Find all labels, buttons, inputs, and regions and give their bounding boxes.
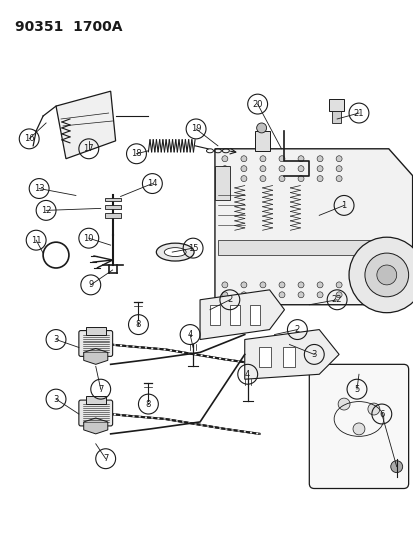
Polygon shape [244, 329, 338, 379]
Text: 13: 13 [34, 184, 44, 193]
Text: 4: 4 [244, 370, 250, 379]
Text: 3: 3 [53, 335, 59, 344]
Text: 90351  1700A: 90351 1700A [15, 20, 123, 34]
Text: 14: 14 [147, 179, 157, 188]
Polygon shape [258, 348, 270, 367]
Circle shape [352, 423, 364, 435]
Text: 2: 2 [294, 325, 299, 334]
Circle shape [240, 175, 246, 182]
Text: 19: 19 [190, 124, 201, 133]
Polygon shape [283, 348, 295, 367]
Circle shape [316, 292, 322, 298]
Polygon shape [331, 111, 340, 123]
Circle shape [364, 253, 408, 297]
Circle shape [337, 398, 349, 410]
Text: 16: 16 [24, 134, 34, 143]
Text: 21: 21 [353, 109, 363, 118]
FancyBboxPatch shape [309, 365, 408, 489]
Circle shape [221, 282, 227, 288]
Polygon shape [254, 131, 269, 151]
Circle shape [259, 175, 265, 182]
Polygon shape [214, 149, 412, 305]
Text: 22: 22 [331, 295, 342, 304]
Text: 10: 10 [83, 233, 94, 243]
FancyBboxPatch shape [78, 330, 112, 357]
Text: 18: 18 [131, 149, 141, 158]
Circle shape [335, 166, 341, 172]
Text: 20: 20 [252, 100, 262, 109]
FancyBboxPatch shape [85, 396, 105, 404]
Circle shape [335, 282, 341, 288]
Circle shape [297, 166, 303, 172]
Text: 8: 8 [135, 320, 141, 329]
Text: 2: 2 [227, 295, 232, 304]
Text: 5: 5 [354, 385, 359, 394]
Circle shape [259, 282, 265, 288]
Polygon shape [217, 240, 378, 255]
FancyBboxPatch shape [85, 327, 105, 335]
Circle shape [221, 292, 227, 298]
Circle shape [376, 265, 396, 285]
Circle shape [221, 166, 227, 172]
Circle shape [278, 282, 284, 288]
Circle shape [278, 156, 284, 161]
Polygon shape [199, 290, 284, 340]
Circle shape [316, 282, 322, 288]
Circle shape [240, 156, 246, 161]
Text: 8: 8 [145, 400, 151, 409]
FancyBboxPatch shape [104, 213, 120, 219]
Circle shape [259, 166, 265, 172]
Circle shape [240, 292, 246, 298]
Text: 17: 17 [83, 144, 94, 154]
Text: 3: 3 [311, 350, 316, 359]
Text: 11: 11 [31, 236, 41, 245]
Circle shape [259, 292, 265, 298]
FancyBboxPatch shape [78, 400, 112, 426]
Text: 6: 6 [378, 409, 384, 418]
Circle shape [278, 166, 284, 172]
Ellipse shape [156, 243, 194, 261]
Polygon shape [83, 349, 107, 365]
Text: 7: 7 [103, 454, 108, 463]
Text: 9: 9 [88, 280, 93, 289]
Polygon shape [56, 91, 115, 159]
Polygon shape [328, 99, 343, 111]
Circle shape [335, 156, 341, 161]
Circle shape [348, 237, 413, 313]
Circle shape [278, 175, 284, 182]
Circle shape [297, 292, 303, 298]
Circle shape [335, 175, 341, 182]
Polygon shape [229, 305, 239, 325]
Circle shape [259, 156, 265, 161]
Polygon shape [209, 305, 219, 325]
Circle shape [278, 292, 284, 298]
Text: 7: 7 [98, 385, 103, 394]
Circle shape [240, 282, 246, 288]
Text: 4: 4 [187, 330, 192, 339]
Circle shape [316, 175, 322, 182]
Text: 12: 12 [41, 206, 51, 215]
Circle shape [240, 166, 246, 172]
Ellipse shape [164, 248, 186, 256]
Text: 15: 15 [188, 244, 198, 253]
Circle shape [390, 461, 402, 473]
Circle shape [316, 156, 322, 161]
Text: 1: 1 [341, 201, 346, 210]
FancyBboxPatch shape [104, 205, 120, 209]
Circle shape [256, 123, 266, 133]
Text: 3: 3 [53, 394, 59, 403]
Circle shape [221, 175, 227, 182]
Polygon shape [249, 305, 259, 325]
Polygon shape [83, 418, 107, 434]
FancyBboxPatch shape [104, 198, 120, 201]
Circle shape [297, 282, 303, 288]
Circle shape [316, 166, 322, 172]
Circle shape [335, 292, 341, 298]
Polygon shape [214, 166, 229, 200]
Circle shape [297, 156, 303, 161]
Circle shape [221, 156, 227, 161]
Circle shape [297, 175, 303, 182]
Circle shape [367, 403, 379, 415]
